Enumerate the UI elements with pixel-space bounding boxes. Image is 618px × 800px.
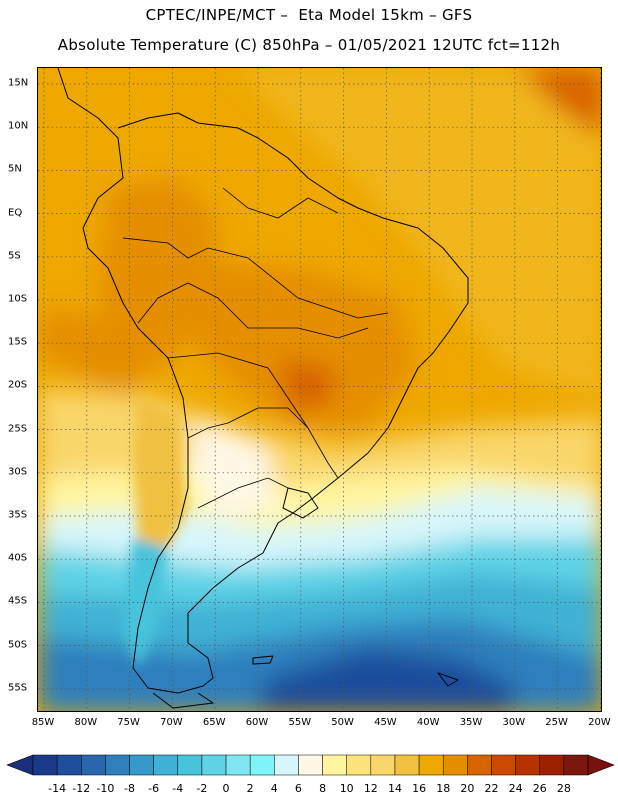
field-interior-hot (278, 358, 338, 408)
colorbar-label: 6 (294, 782, 302, 795)
colorbar-label: 24 (508, 782, 523, 795)
colorbar-segment (129, 754, 154, 776)
lon-label: 20W (588, 717, 611, 728)
field-ocean-north (238, 68, 601, 398)
colorbar-label: 0 (222, 782, 230, 795)
colorbar-segment (249, 754, 275, 776)
colorbar-segment (201, 754, 227, 776)
colorbar-label: -4 (172, 782, 184, 795)
colorbar-label: -12 (72, 782, 91, 795)
colorbar-segment (177, 754, 203, 776)
colorbar-segment (442, 754, 468, 776)
lon-label: 75W (117, 717, 140, 728)
colorbar-segment (274, 754, 299, 776)
lon-label: 30W (502, 717, 526, 728)
field-blue-core (258, 648, 518, 711)
lat-label: 35S (8, 509, 28, 521)
colorbar-label: 16 (412, 782, 427, 795)
lat-label: 25S (8, 423, 28, 435)
colorbar-label: -14 (48, 782, 67, 795)
colorbar-segment (394, 754, 420, 776)
colorbar-segment (105, 754, 130, 776)
colorbar-label: 10 (339, 782, 354, 795)
lat-label: 5N (8, 163, 22, 175)
lat-label: 55S (8, 682, 28, 694)
colorbar-over-arrow (587, 754, 615, 776)
colorbar-label: 2 (246, 782, 254, 795)
lon-label: 25W (545, 717, 568, 728)
lon-label: 35W (459, 717, 483, 728)
colorbar-label: -10 (96, 782, 115, 795)
colorbar-segment (322, 754, 347, 776)
colorbar-segment (81, 754, 106, 776)
lat-label: 30S (8, 466, 28, 478)
colorbar-segment (225, 754, 251, 776)
lon-label: 50W (331, 717, 354, 728)
lon-label: 85W (31, 717, 55, 728)
temperature-field (38, 68, 601, 711)
colorbar-segment (370, 754, 396, 776)
colorbar-segment (32, 754, 58, 776)
colorbar-segment (298, 754, 323, 776)
colorbar-segment (563, 754, 589, 776)
lat-label: 10S (8, 293, 28, 305)
lat-label: 45S (8, 595, 28, 607)
colorbar-label: -6 (148, 782, 160, 795)
lon-label: 60W (245, 717, 269, 728)
coastline (57, 68, 469, 709)
colorbar-label: 28 (556, 782, 571, 795)
colorbar-segment (153, 754, 179, 776)
colorbar-under-arrow (6, 754, 34, 776)
lon-label: 55W (288, 717, 312, 728)
colorbar-label: 8 (319, 782, 327, 795)
lon-label: 45W (374, 717, 397, 728)
colorbar-label: 12 (363, 782, 378, 795)
colorbar-segment (418, 754, 444, 776)
lat-label: 50S (8, 639, 28, 651)
lat-label: 15S (8, 336, 28, 348)
colorbar-label: 18 (436, 782, 451, 795)
colorbar-label: 14 (387, 782, 402, 795)
lon-label: 80W (74, 717, 98, 728)
field-interior (188, 258, 418, 428)
colorbar (6, 754, 615, 776)
lon-label: 70W (160, 717, 183, 728)
lat-label: EQ (8, 207, 23, 219)
field-pale-patch (188, 418, 278, 518)
field-hot-northeast (518, 68, 601, 137)
country-borders (122, 187, 389, 509)
colorbar-segment (467, 754, 492, 776)
colorbar-segment (515, 754, 540, 776)
field-pacific-warm (38, 308, 148, 398)
lat-label: 15N (8, 77, 29, 89)
colorbar-segment (539, 754, 565, 776)
colorbar-label: -8 (124, 782, 135, 795)
lon-label: 40W (416, 717, 440, 728)
colorbar-label: 26 (532, 782, 547, 795)
colorbar-segment (491, 754, 516, 776)
colorbar-label: 20 (460, 782, 475, 795)
colorbar-segment (56, 754, 82, 776)
lat-label: 40S (8, 552, 28, 564)
colorbar-label: 4 (270, 782, 278, 795)
field-andes-south (133, 398, 188, 568)
chart-title: CPTEC/INPE/MCT – Eta Model 15km – GFS (145, 6, 473, 24)
colorbar-label: 22 (484, 782, 499, 795)
lat-label: 10N (8, 120, 29, 132)
lat-label: 20S (8, 379, 28, 391)
colorbar-segment (346, 754, 372, 776)
lon-label: 65W (202, 717, 226, 728)
lat-label: 5S (8, 250, 21, 262)
colorbar-label: -2 (196, 782, 208, 795)
field-patagonia (123, 538, 168, 668)
temperature-map (37, 67, 602, 712)
chart-subtitle: Absolute Temperature (C) 850hPa – 01/05/… (57, 36, 561, 54)
